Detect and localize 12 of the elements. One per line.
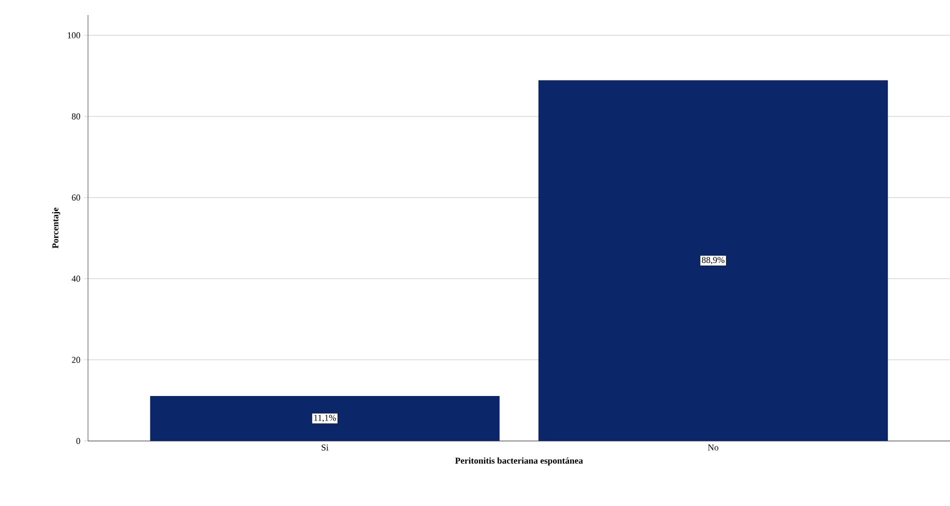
x-tick-label: No bbox=[708, 444, 718, 450]
y-tick-label: 40 bbox=[72, 276, 80, 282]
y-tick-label: 20 bbox=[72, 356, 80, 363]
y-tick-label: 80 bbox=[72, 113, 80, 120]
data-label: 88,9% bbox=[702, 256, 724, 264]
x-axis-title: Peritonitis bacteriana espontánea bbox=[455, 457, 583, 466]
x-tick-label: Si bbox=[322, 444, 328, 451]
y-axis-title: Porcentaje bbox=[52, 208, 60, 248]
y-tick-label: 100 bbox=[68, 32, 80, 38]
y-tick-label: 60 bbox=[72, 194, 80, 201]
data-label: 11,1% bbox=[314, 414, 336, 422]
y-tick-label: 0 bbox=[76, 438, 80, 444]
